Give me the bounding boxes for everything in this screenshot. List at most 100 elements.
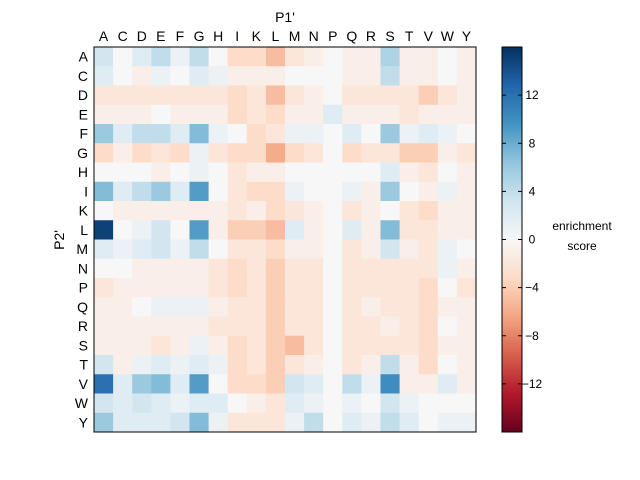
y-tick-label-R: R xyxy=(78,318,88,334)
heatmap-cell-M-W xyxy=(437,239,458,260)
heatmap-cell-P-T xyxy=(399,278,420,298)
heatmap-cell-P-Q xyxy=(342,278,362,298)
heatmap-cell-G-M xyxy=(285,143,305,163)
heatmap-cell-F-D xyxy=(132,124,152,144)
heatmap-cell-K-R xyxy=(361,201,381,221)
heatmap-cell-V-D xyxy=(132,374,152,394)
y-tick-label-T: T xyxy=(79,357,88,373)
heatmap-cell-N-L xyxy=(265,258,286,279)
heatmap-cell-S-G xyxy=(189,335,209,356)
heatmap-cell-E-H xyxy=(208,104,229,125)
heatmap-cell-F-Q xyxy=(342,124,362,144)
heatmap-cell-H-I xyxy=(227,162,248,183)
heatmap-cell-H-V xyxy=(418,162,439,183)
heatmap-cell-P-L xyxy=(265,278,286,298)
heatmap-cell-Q-K xyxy=(246,297,267,317)
heatmap-cell-H-G xyxy=(189,162,209,183)
heatmap-cell-E-Y xyxy=(456,104,477,125)
heatmap-cell-S-F xyxy=(170,335,190,356)
heatmap-cell-E-D xyxy=(132,104,152,125)
x-tick-label-K: K xyxy=(252,28,262,44)
heatmap-cell-M-Q xyxy=(342,239,362,260)
heatmap-cell-N-N xyxy=(304,258,324,279)
heatmap-cell-Y-E xyxy=(151,412,171,433)
heatmap-cell-K-P xyxy=(323,201,343,221)
heatmap-cell-H-M xyxy=(285,162,305,183)
heatmap-cell-Q-A xyxy=(94,297,114,317)
colorbar-tick-label: 4 xyxy=(529,184,536,198)
heatmap-cell-T-F xyxy=(170,355,190,375)
heatmap-cell-Q-Q xyxy=(342,297,362,317)
x-tick-label-Q: Q xyxy=(346,28,357,44)
y-tick-label-H: H xyxy=(78,164,88,180)
heatmap-cell-K-A xyxy=(94,201,114,221)
heatmap-cell-P-I xyxy=(227,278,248,298)
heatmap-cell-E-W xyxy=(437,104,458,125)
heatmap-cell-C-N xyxy=(304,66,324,86)
heatmap-cell-M-L xyxy=(265,239,286,260)
heatmap-cell-Q-Y xyxy=(456,297,477,317)
heatmap-cell-Y-W xyxy=(437,412,458,433)
heatmap-cell-S-R xyxy=(361,335,381,356)
heatmap-cell-A-Y xyxy=(456,47,477,67)
heatmap-cell-D-V xyxy=(418,85,439,106)
heatmap-cell-T-R xyxy=(361,355,381,375)
heatmap-cell-F-L xyxy=(265,124,286,144)
heatmap-cell-W-Q xyxy=(342,393,362,414)
heatmap-cell-Q-I xyxy=(227,297,248,317)
heatmap-cell-G-H xyxy=(208,143,229,163)
heatmap-cell-P-A xyxy=(94,278,114,298)
heatmap-cell-I-T xyxy=(399,181,420,202)
x-tick-label-M: M xyxy=(289,28,301,44)
heatmap-cell-Q-W xyxy=(437,297,458,317)
heatmap-cell-I-L xyxy=(265,181,286,202)
heatmap-cell-L-D xyxy=(132,220,152,240)
heatmap-cell-R-I xyxy=(227,316,248,337)
heatmap-cell-D-Q xyxy=(342,85,362,106)
heatmap-cell-W-D xyxy=(132,393,152,414)
heatmap-cell-K-H xyxy=(208,201,229,221)
x-tick-label-F: F xyxy=(176,28,185,44)
heatmap-cell-C-D xyxy=(132,66,152,86)
heatmap-cell-T-G xyxy=(189,355,209,375)
heatmap-cell-W-N xyxy=(304,393,324,414)
heatmap-cell-L-N xyxy=(304,220,324,240)
heatmap-cell-I-K xyxy=(246,181,267,202)
heatmap-cell-I-S xyxy=(380,181,400,202)
heatmap-cell-Y-I xyxy=(227,412,248,433)
x-tick-label-T: T xyxy=(405,28,414,44)
heatmap-cell-A-N xyxy=(304,47,324,67)
heatmap-cell-D-N xyxy=(304,85,324,106)
heatmap-cell-G-Q xyxy=(342,143,362,163)
heatmap-cell-Y-N xyxy=(304,412,324,433)
heatmap-cell-M-H xyxy=(208,239,229,260)
heatmap-cell-T-L xyxy=(265,355,286,375)
heatmap-cell-W-L xyxy=(265,393,286,414)
y-axis-title: P2' xyxy=(51,230,67,250)
colorbar-label-line2: score xyxy=(567,239,597,253)
x-tick-label-W: W xyxy=(441,28,455,44)
heatmap-cell-W-P xyxy=(323,393,343,414)
heatmap-cell-N-A xyxy=(94,258,114,279)
heatmap-cell-C-M xyxy=(285,66,305,86)
heatmap-cell-T-S xyxy=(380,355,400,375)
heatmap-cell-T-E xyxy=(151,355,171,375)
heatmap-cell-E-M xyxy=(285,104,305,125)
heatmap-cell-M-I xyxy=(227,239,248,260)
heatmap-cell-D-E xyxy=(151,85,171,106)
heatmap-cell-E-T xyxy=(399,104,420,125)
heatmap-cell-V-R xyxy=(361,374,381,394)
colorbar-tick-label: 0 xyxy=(529,233,536,247)
heatmap-cell-R-D xyxy=(132,316,152,337)
heatmap-cell-D-L xyxy=(265,85,286,106)
x-tick-label-I: I xyxy=(235,28,239,44)
heatmap-cell-M-V xyxy=(418,239,439,260)
y-tick-label-K: K xyxy=(79,203,89,219)
heatmap-cell-E-S xyxy=(380,104,400,125)
heatmap-cell-S-V xyxy=(418,335,439,356)
heatmap-cell-D-S xyxy=(380,85,400,106)
heatmap-cell-C-V xyxy=(418,66,439,86)
x-tick-label-D: D xyxy=(137,28,147,44)
